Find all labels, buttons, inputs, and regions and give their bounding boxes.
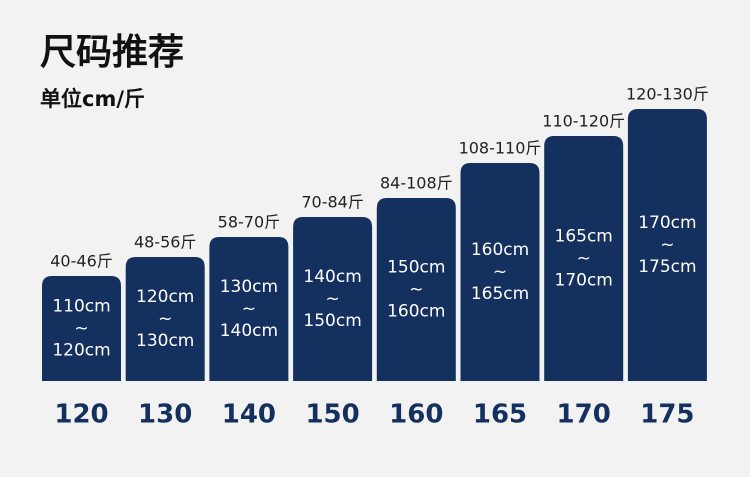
size-label: 120 [54, 400, 108, 430]
size-bar [627, 109, 707, 381]
size-bar [209, 237, 289, 381]
size-bar [544, 136, 624, 381]
height-from: 160cm [471, 240, 529, 260]
height-separator: ~ [577, 249, 591, 269]
height-to: 150cm [303, 311, 361, 331]
height-separator: ~ [158, 309, 172, 329]
height-from: 110cm [52, 297, 110, 317]
size-bar [293, 217, 373, 381]
height-from: 170cm [638, 213, 696, 233]
height-separator: ~ [74, 319, 88, 339]
weight-label: 48-56斤 [134, 233, 197, 252]
size-label: 160 [389, 400, 443, 430]
height-separator: ~ [242, 299, 256, 319]
height-from: 165cm [555, 227, 613, 247]
size-label: 150 [305, 400, 359, 430]
size-label: 130 [138, 400, 192, 430]
weight-label: 70-84斤 [301, 193, 364, 212]
height-separator: ~ [493, 262, 507, 282]
height-to: 170cm [555, 271, 613, 291]
size-label: 175 [640, 400, 694, 430]
height-from: 140cm [303, 267, 361, 287]
size-bar [125, 257, 205, 381]
height-from: 120cm [136, 287, 194, 307]
height-to: 120cm [52, 341, 110, 361]
height-to: 130cm [136, 331, 194, 351]
weight-label: 40-46斤 [50, 252, 113, 271]
weight-label: 108-110斤 [459, 139, 542, 158]
height-to: 175cm [638, 257, 696, 277]
weight-label: 84-108斤 [380, 174, 453, 193]
height-to: 165cm [471, 284, 529, 304]
size-label: 170 [557, 400, 611, 430]
weight-label: 120-130斤 [626, 85, 709, 104]
size-label: 165 [473, 400, 527, 430]
height-separator: ~ [660, 235, 674, 255]
height-from: 150cm [387, 258, 445, 278]
height-separator: ~ [325, 289, 339, 309]
size-bar [42, 276, 121, 381]
size-bar [376, 198, 456, 381]
height-from: 130cm [220, 277, 278, 297]
title: 尺码推荐 [40, 32, 184, 73]
weight-label: 58-70斤 [218, 213, 281, 232]
height-to: 160cm [387, 302, 445, 322]
weight-label: 110-120斤 [542, 112, 625, 131]
size-bar [460, 163, 540, 381]
height-to: 140cm [220, 321, 278, 341]
height-separator: ~ [409, 280, 423, 300]
unit-label: 单位cm/斤 [40, 87, 145, 111]
size-label: 140 [222, 400, 276, 430]
